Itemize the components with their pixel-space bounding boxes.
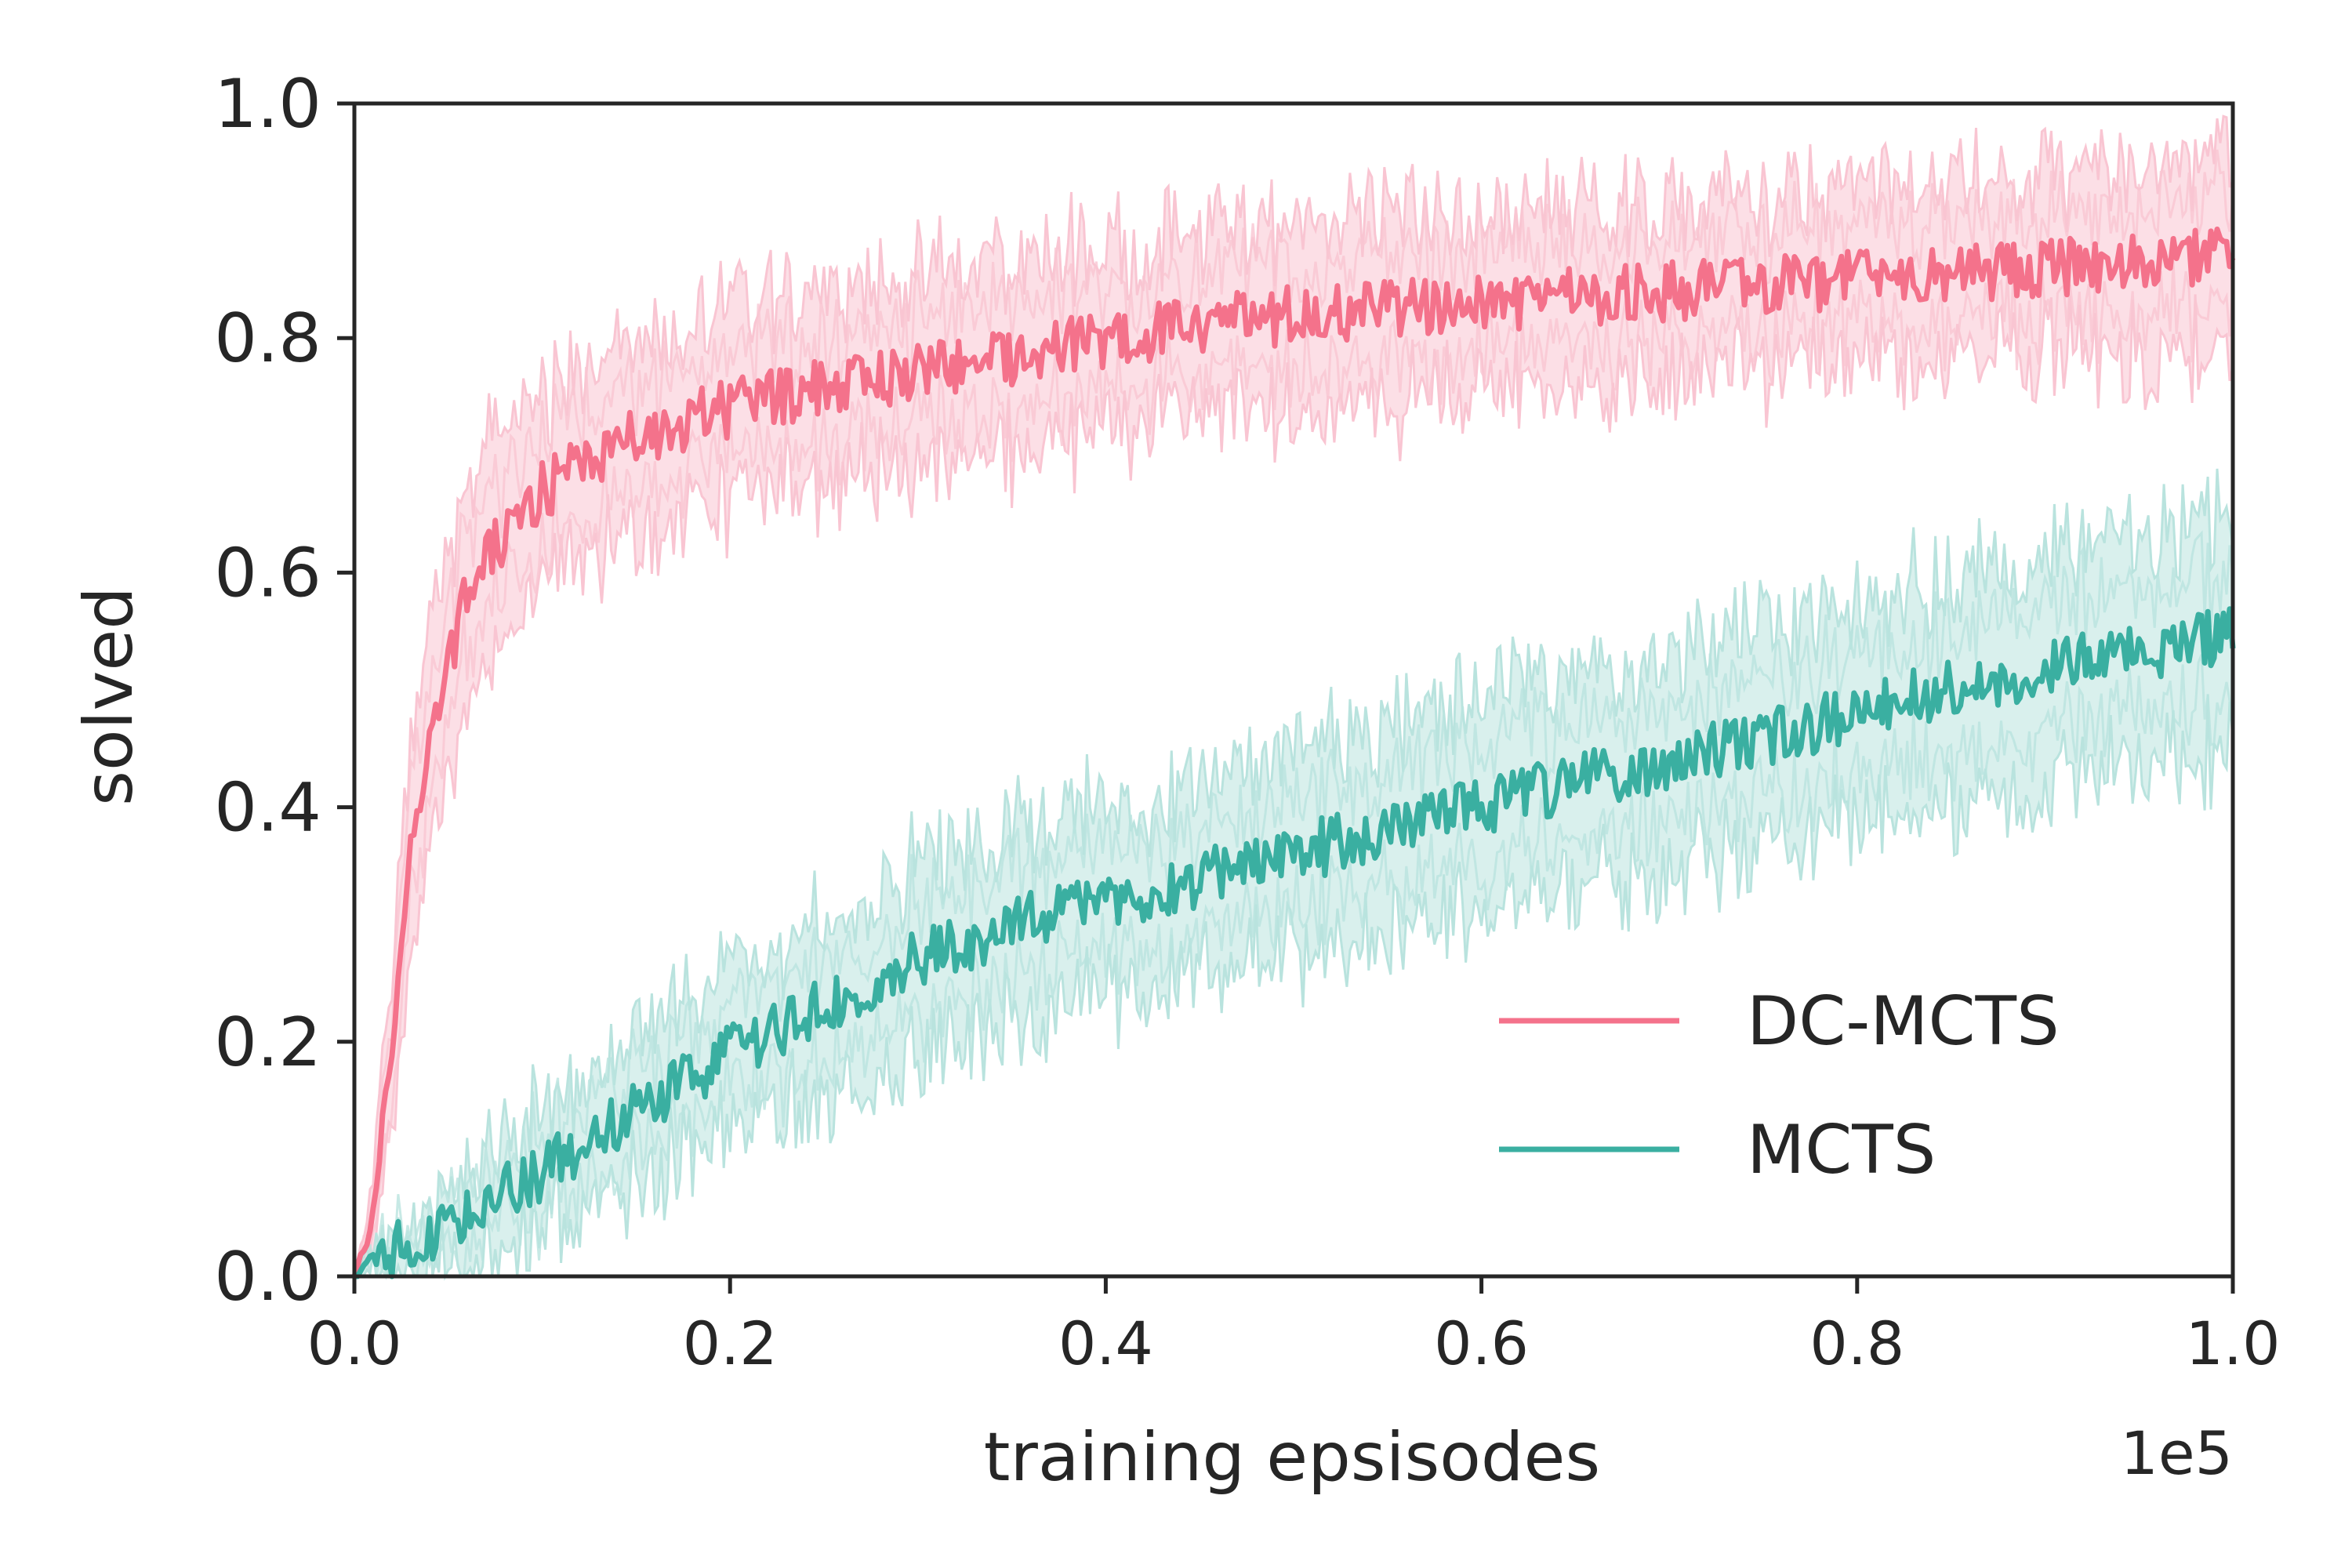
legend: DC-MCTS MCTS	[1499, 982, 2060, 1189]
y-axis-ticks: 0.0 0.2 0.4 0.6 0.8 1.0	[214, 65, 354, 1316]
y-tick-label: 0.6	[214, 534, 321, 612]
run-lower-dc-mcts	[353, 261, 2234, 1277]
x-tick-label: 0.0	[307, 1308, 402, 1378]
x-axis-offset-label: 1e5	[2121, 1418, 2233, 1488]
legend-label-dc-mcts: DC-MCTS	[1747, 982, 2060, 1061]
run-upper-dc-mcts	[353, 149, 2234, 1277]
band-lower-mcts	[354, 694, 2234, 1281]
y-tick-label: 0.2	[214, 1004, 321, 1082]
x-tick-label: 0.2	[683, 1308, 778, 1378]
series-lines	[351, 227, 2236, 1279]
y-tick-label: 0.0	[214, 1238, 321, 1316]
y-tick-label: 1.0	[214, 65, 321, 143]
x-tick-label: 0.8	[1809, 1308, 1904, 1378]
x-tick-label: 1.0	[2186, 1308, 2281, 1378]
series-line-dc-mcts	[351, 227, 2236, 1277]
y-tick-label: 0.4	[214, 769, 321, 848]
x-axis-ticks: 0.0 0.2 0.4 0.6 0.8 1.0	[307, 1276, 2281, 1378]
run-lower-mcts	[354, 654, 2234, 1280]
legend-label-mcts: MCTS	[1747, 1111, 1936, 1189]
series-line-mcts	[354, 606, 2236, 1279]
x-axis-label: training epsisodes	[984, 1418, 1600, 1497]
x-tick-label: 0.6	[1434, 1308, 1529, 1378]
plot-frame	[352, 101, 2235, 1279]
band-mcts	[354, 468, 2233, 1276]
band-upper-dc-mcts	[353, 114, 2234, 1277]
y-tick-label: 0.8	[214, 299, 321, 378]
x-tick-label: 0.4	[1058, 1308, 1153, 1378]
y-axis-label: solved	[70, 586, 148, 806]
confidence-bands	[353, 114, 2234, 1281]
band-lower-dc-mcts	[353, 294, 2234, 1277]
band-upper-mcts	[353, 468, 2234, 1278]
band-dc-mcts	[354, 116, 2233, 1276]
